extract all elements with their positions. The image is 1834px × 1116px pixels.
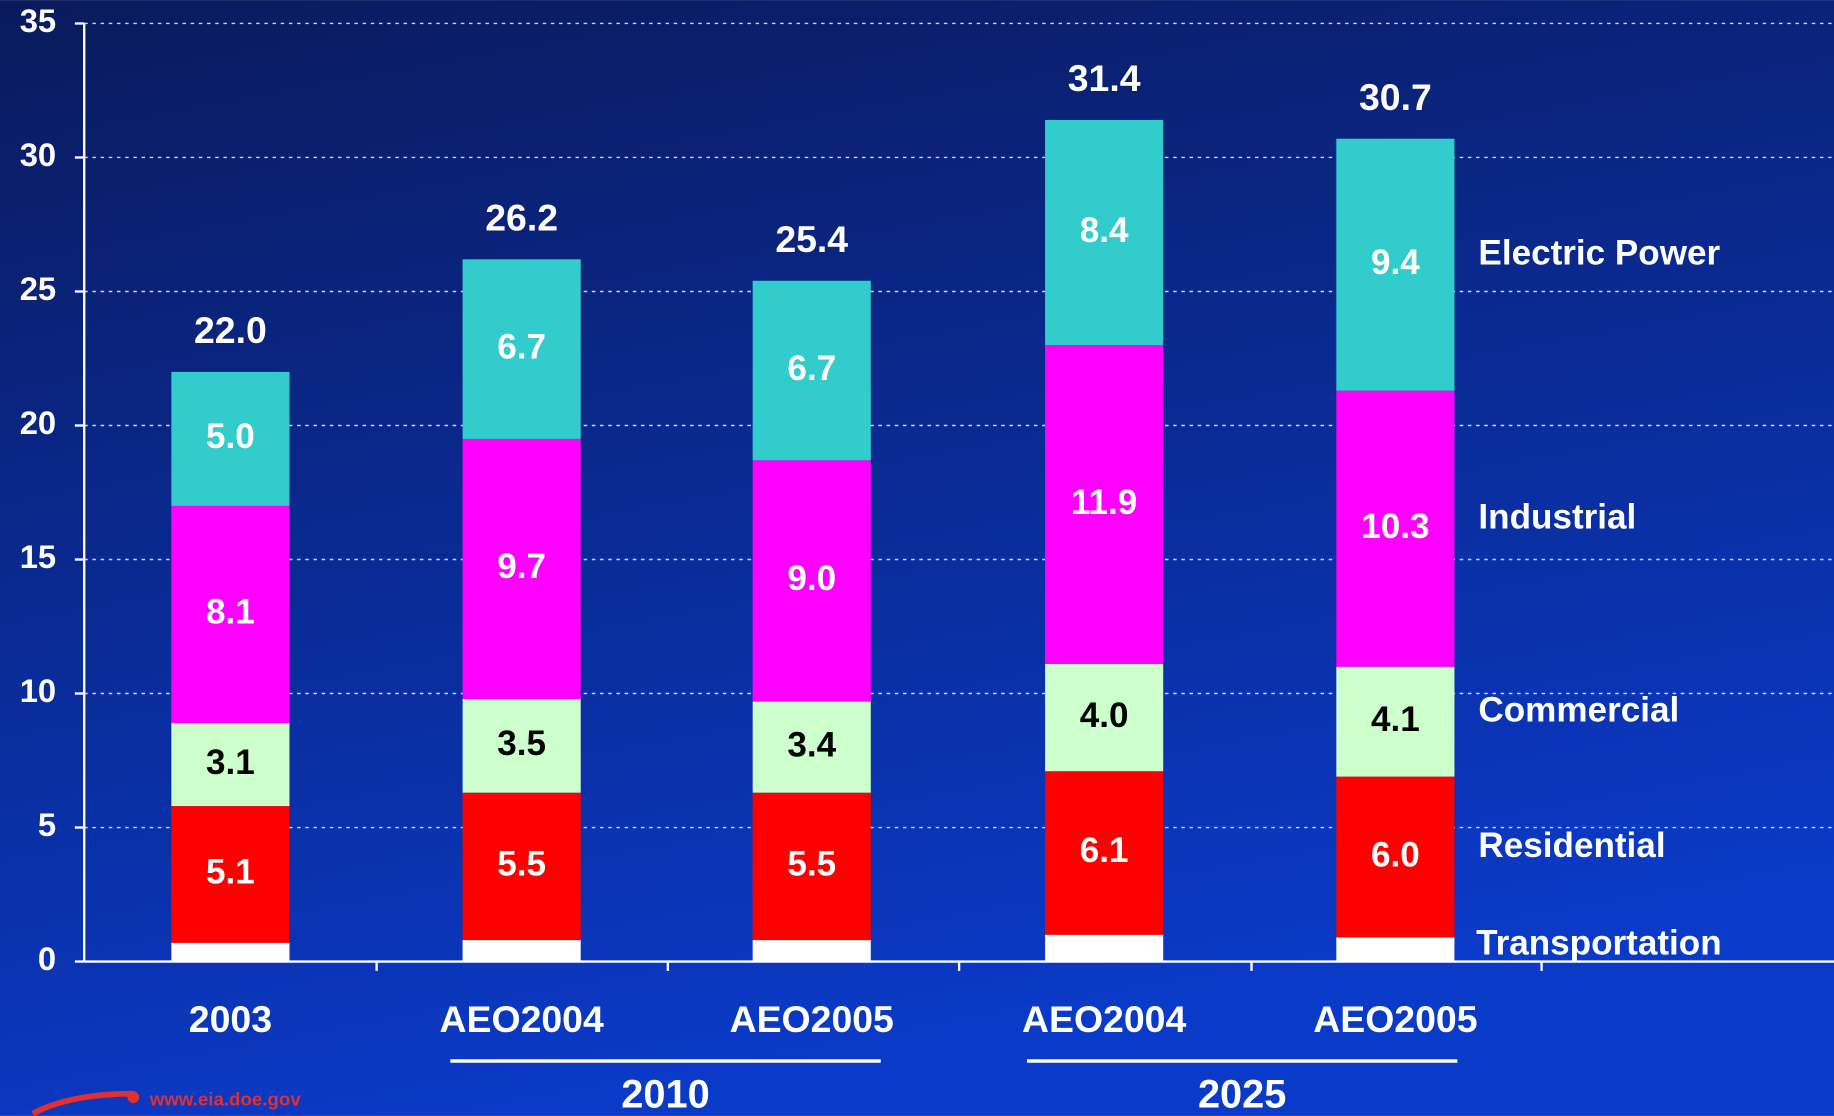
bar-segment — [1336, 937, 1455, 962]
value-label: 5.5 — [787, 845, 836, 884]
value-label: 5.0 — [206, 417, 255, 456]
x-tick-label: AEO2005 — [730, 998, 894, 1040]
y-tick-label: 20 — [20, 404, 56, 441]
y-tick-label: 0 — [38, 940, 56, 977]
bar-segment — [1045, 345, 1164, 665]
x-tick-label: 2003 — [189, 998, 272, 1040]
value-label: 6.7 — [787, 349, 836, 388]
bar-segment — [462, 792, 581, 941]
bar-segment — [1045, 934, 1164, 962]
bar-segment — [752, 940, 871, 962]
bar-segment — [1045, 771, 1164, 935]
value-label: 8.4 — [1080, 211, 1129, 250]
total-label: 31.4 — [1068, 57, 1141, 99]
value-label: 9.0 — [787, 559, 836, 598]
logo-swoosh — [31, 1090, 135, 1116]
value-label: 5.5 — [497, 845, 546, 884]
value-label: 9.4 — [1371, 243, 1420, 282]
value-label: 4.0 — [1080, 696, 1129, 735]
bar-segment — [171, 505, 290, 723]
bar-segment — [1045, 119, 1164, 346]
total-label: 26.2 — [485, 197, 558, 239]
value-label: 3.1 — [206, 743, 255, 782]
bar-segment — [171, 806, 290, 943]
legend-label: Industrial — [1478, 498, 1636, 537]
value-label: 4.1 — [1371, 700, 1420, 739]
bar-segment — [462, 438, 581, 699]
x-tick-label: AEO2005 — [1313, 998, 1477, 1040]
value-label: 3.4 — [787, 725, 836, 764]
bar-segment — [752, 460, 871, 702]
value-label: 8.1 — [206, 593, 255, 632]
y-tick-label: 15 — [20, 538, 56, 575]
total-label: 22.0 — [194, 309, 267, 351]
group-label: 2010 — [621, 1073, 709, 1116]
value-label: 11.9 — [1071, 483, 1137, 522]
legend-label: Electric Power — [1478, 234, 1720, 273]
bar-segment — [462, 259, 581, 439]
legend-label: Transportation — [1476, 923, 1722, 962]
bar-segment — [171, 371, 290, 506]
y-tick-label: 35 — [20, 2, 56, 39]
bar-segment — [752, 792, 871, 941]
total-label: 25.4 — [775, 218, 848, 260]
bar-segment — [462, 698, 581, 793]
logo-dot — [127, 1091, 140, 1104]
value-label: 6.0 — [1371, 835, 1420, 874]
bar-segment — [1336, 776, 1455, 938]
value-label: 6.1 — [1080, 831, 1129, 870]
bar-segment — [1045, 664, 1164, 772]
legend-label: Commercial — [1478, 691, 1679, 730]
bar-segment — [752, 280, 871, 461]
bar-segment — [1336, 138, 1455, 391]
value-label: 3.5 — [497, 724, 546, 763]
y-tick-label: 25 — [20, 270, 56, 307]
legend-label: Residential — [1478, 826, 1665, 865]
bar-segment — [171, 942, 290, 962]
value-label: 6.7 — [497, 327, 546, 366]
group-label: 2025 — [1198, 1073, 1286, 1116]
bar-segment — [1336, 390, 1455, 667]
bar-segment — [1336, 666, 1455, 777]
bar-segment — [462, 940, 581, 962]
value-label: 10.3 — [1361, 507, 1429, 546]
bar-segment — [752, 701, 871, 793]
y-tick-label: 5 — [38, 806, 56, 843]
value-label: 9.7 — [497, 547, 546, 586]
y-tick-label: 30 — [20, 136, 56, 173]
value-label: 5.1 — [206, 853, 255, 892]
x-tick-label: AEO2004 — [440, 998, 604, 1040]
footer: www.eia.doe.gov — [149, 1089, 302, 1110]
total-label: 30.7 — [1359, 76, 1432, 118]
bar-segment — [171, 722, 290, 807]
x-tick-label: AEO2004 — [1022, 998, 1186, 1040]
y-tick-label: 10 — [20, 672, 56, 709]
